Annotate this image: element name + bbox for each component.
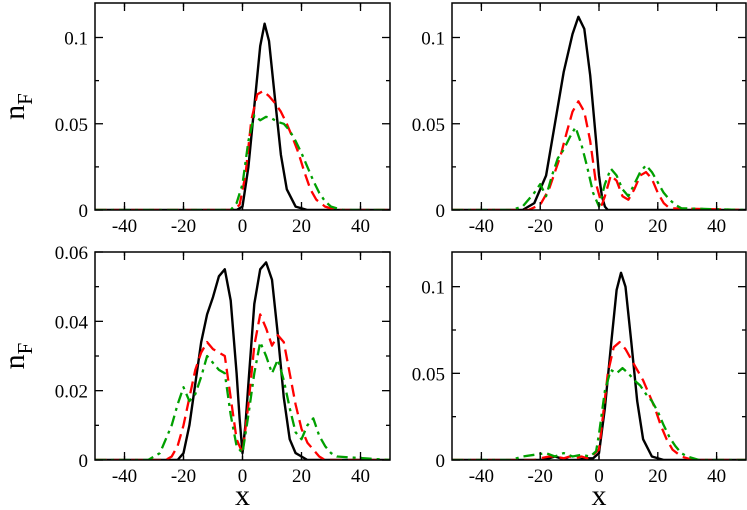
y-tick-label: 0 <box>436 451 446 472</box>
y-tick-label: 0.1 <box>64 29 88 50</box>
series-line-1 <box>452 15 746 210</box>
x-tick-label: 40 <box>351 216 370 237</box>
y-tick-label: 0 <box>436 201 446 222</box>
series-line-3 <box>95 113 390 210</box>
x-tick-label: 20 <box>292 216 311 237</box>
series-line-2 <box>95 313 390 460</box>
x-tick-label: -40 <box>469 466 494 487</box>
x-tick-label: -20 <box>171 216 196 237</box>
series-line-2 <box>452 100 746 210</box>
y-tick-label: 0.05 <box>412 364 445 385</box>
y-tick-label: 0.02 <box>55 382 88 403</box>
series-line-1 <box>95 22 390 210</box>
y-axis-label: nF <box>0 93 37 120</box>
x-tick-label: 0 <box>238 216 248 237</box>
panel-bottom-left: -40 -20 0 20 40 0 0.02 0.04 0.06 nF x <box>0 243 391 510</box>
y-tick-label: 0.1 <box>421 278 445 299</box>
plot-frame <box>94 251 391 461</box>
x-axis-label: x <box>235 479 250 510</box>
x-tick-label: -20 <box>528 466 553 487</box>
x-tick-label: -20 <box>528 216 553 237</box>
x-tick-label: -20 <box>171 466 196 487</box>
y-tick-label: 0.04 <box>55 312 89 333</box>
panel-bottom-right: -40 -20 0 20 40 0 0.05 0.1 x <box>412 251 747 510</box>
x-axis-label: x <box>592 479 607 510</box>
y-tick-label: 0.1 <box>421 29 445 50</box>
y-tick-label: 0 <box>79 451 89 472</box>
x-tick-label: 20 <box>292 466 311 487</box>
x-tick-label: 0 <box>594 216 604 237</box>
x-tick-label: -40 <box>112 216 137 237</box>
x-tick-label: 20 <box>648 466 667 487</box>
x-tick-label: 40 <box>351 466 370 487</box>
x-tick-label: 20 <box>648 216 667 237</box>
y-tick-label: 0 <box>79 201 89 222</box>
x-tick-label: 40 <box>707 466 726 487</box>
series-line-2 <box>452 340 746 460</box>
y-tick-label: 0.05 <box>412 115 445 136</box>
panel-top-left: -40 -20 0 20 40 0 0.05 0.1 nF <box>0 2 391 237</box>
series-line-3 <box>452 366 746 460</box>
series-line-2 <box>95 89 390 210</box>
y-tick-label: 0.06 <box>55 243 88 264</box>
panel-top-right: -40 -20 0 20 40 0 0.05 0.1 <box>412 2 747 237</box>
y-axis-label: nF <box>0 343 37 370</box>
series-line-1 <box>452 271 746 460</box>
x-tick-label: 40 <box>707 216 726 237</box>
y-tick-label: 0.05 <box>55 115 88 136</box>
series-line-3 <box>95 340 390 460</box>
x-tick-label: -40 <box>469 216 494 237</box>
series-line-1 <box>95 261 390 460</box>
x-tick-label: 0 <box>238 466 248 487</box>
x-tick-label: -40 <box>112 466 137 487</box>
x-tick-label: 0 <box>594 466 604 487</box>
